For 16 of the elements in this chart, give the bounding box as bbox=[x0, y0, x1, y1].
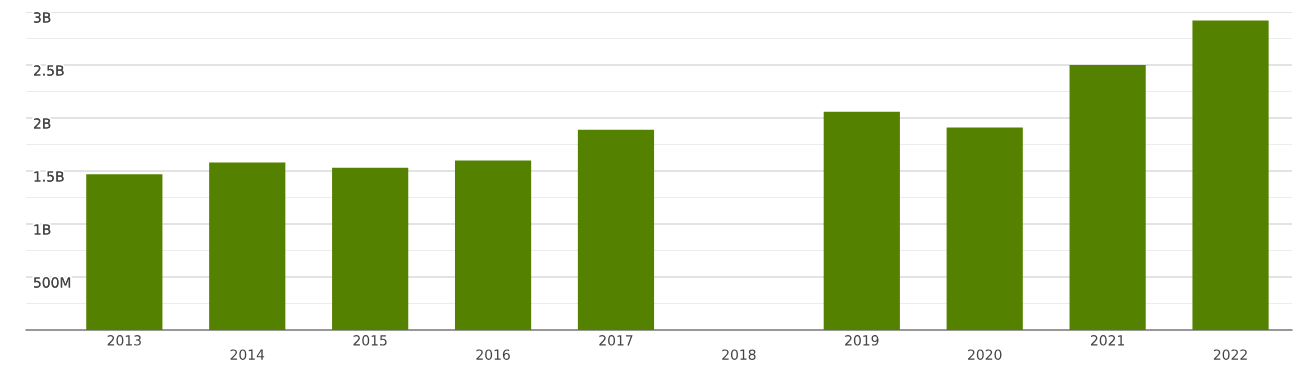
x-tick-label: 2015 bbox=[353, 335, 387, 346]
y-tick-label: 1.5B bbox=[34, 171, 64, 182]
y-tick-label: 500M bbox=[34, 277, 71, 288]
x-tick-label: 2022 bbox=[1213, 349, 1247, 360]
x-tick-label: 2020 bbox=[968, 349, 1002, 360]
x-tick-label: 2014 bbox=[230, 349, 265, 360]
x-tick-label: 2016 bbox=[476, 349, 510, 360]
y-tick-label: 2.5B bbox=[33, 65, 64, 76]
x-tick-label: 2018 bbox=[722, 349, 756, 360]
y-tick-label: 1B bbox=[34, 224, 51, 235]
x-tick-label: 2021 bbox=[1090, 335, 1125, 346]
y-tick-label: 2B bbox=[33, 118, 51, 129]
x-tick-label: 2017 bbox=[599, 335, 633, 346]
x-tick-label: 2013 bbox=[107, 335, 141, 346]
y-tick-label: 3B bbox=[34, 12, 51, 23]
x-tick-label: 2019 bbox=[845, 335, 879, 346]
